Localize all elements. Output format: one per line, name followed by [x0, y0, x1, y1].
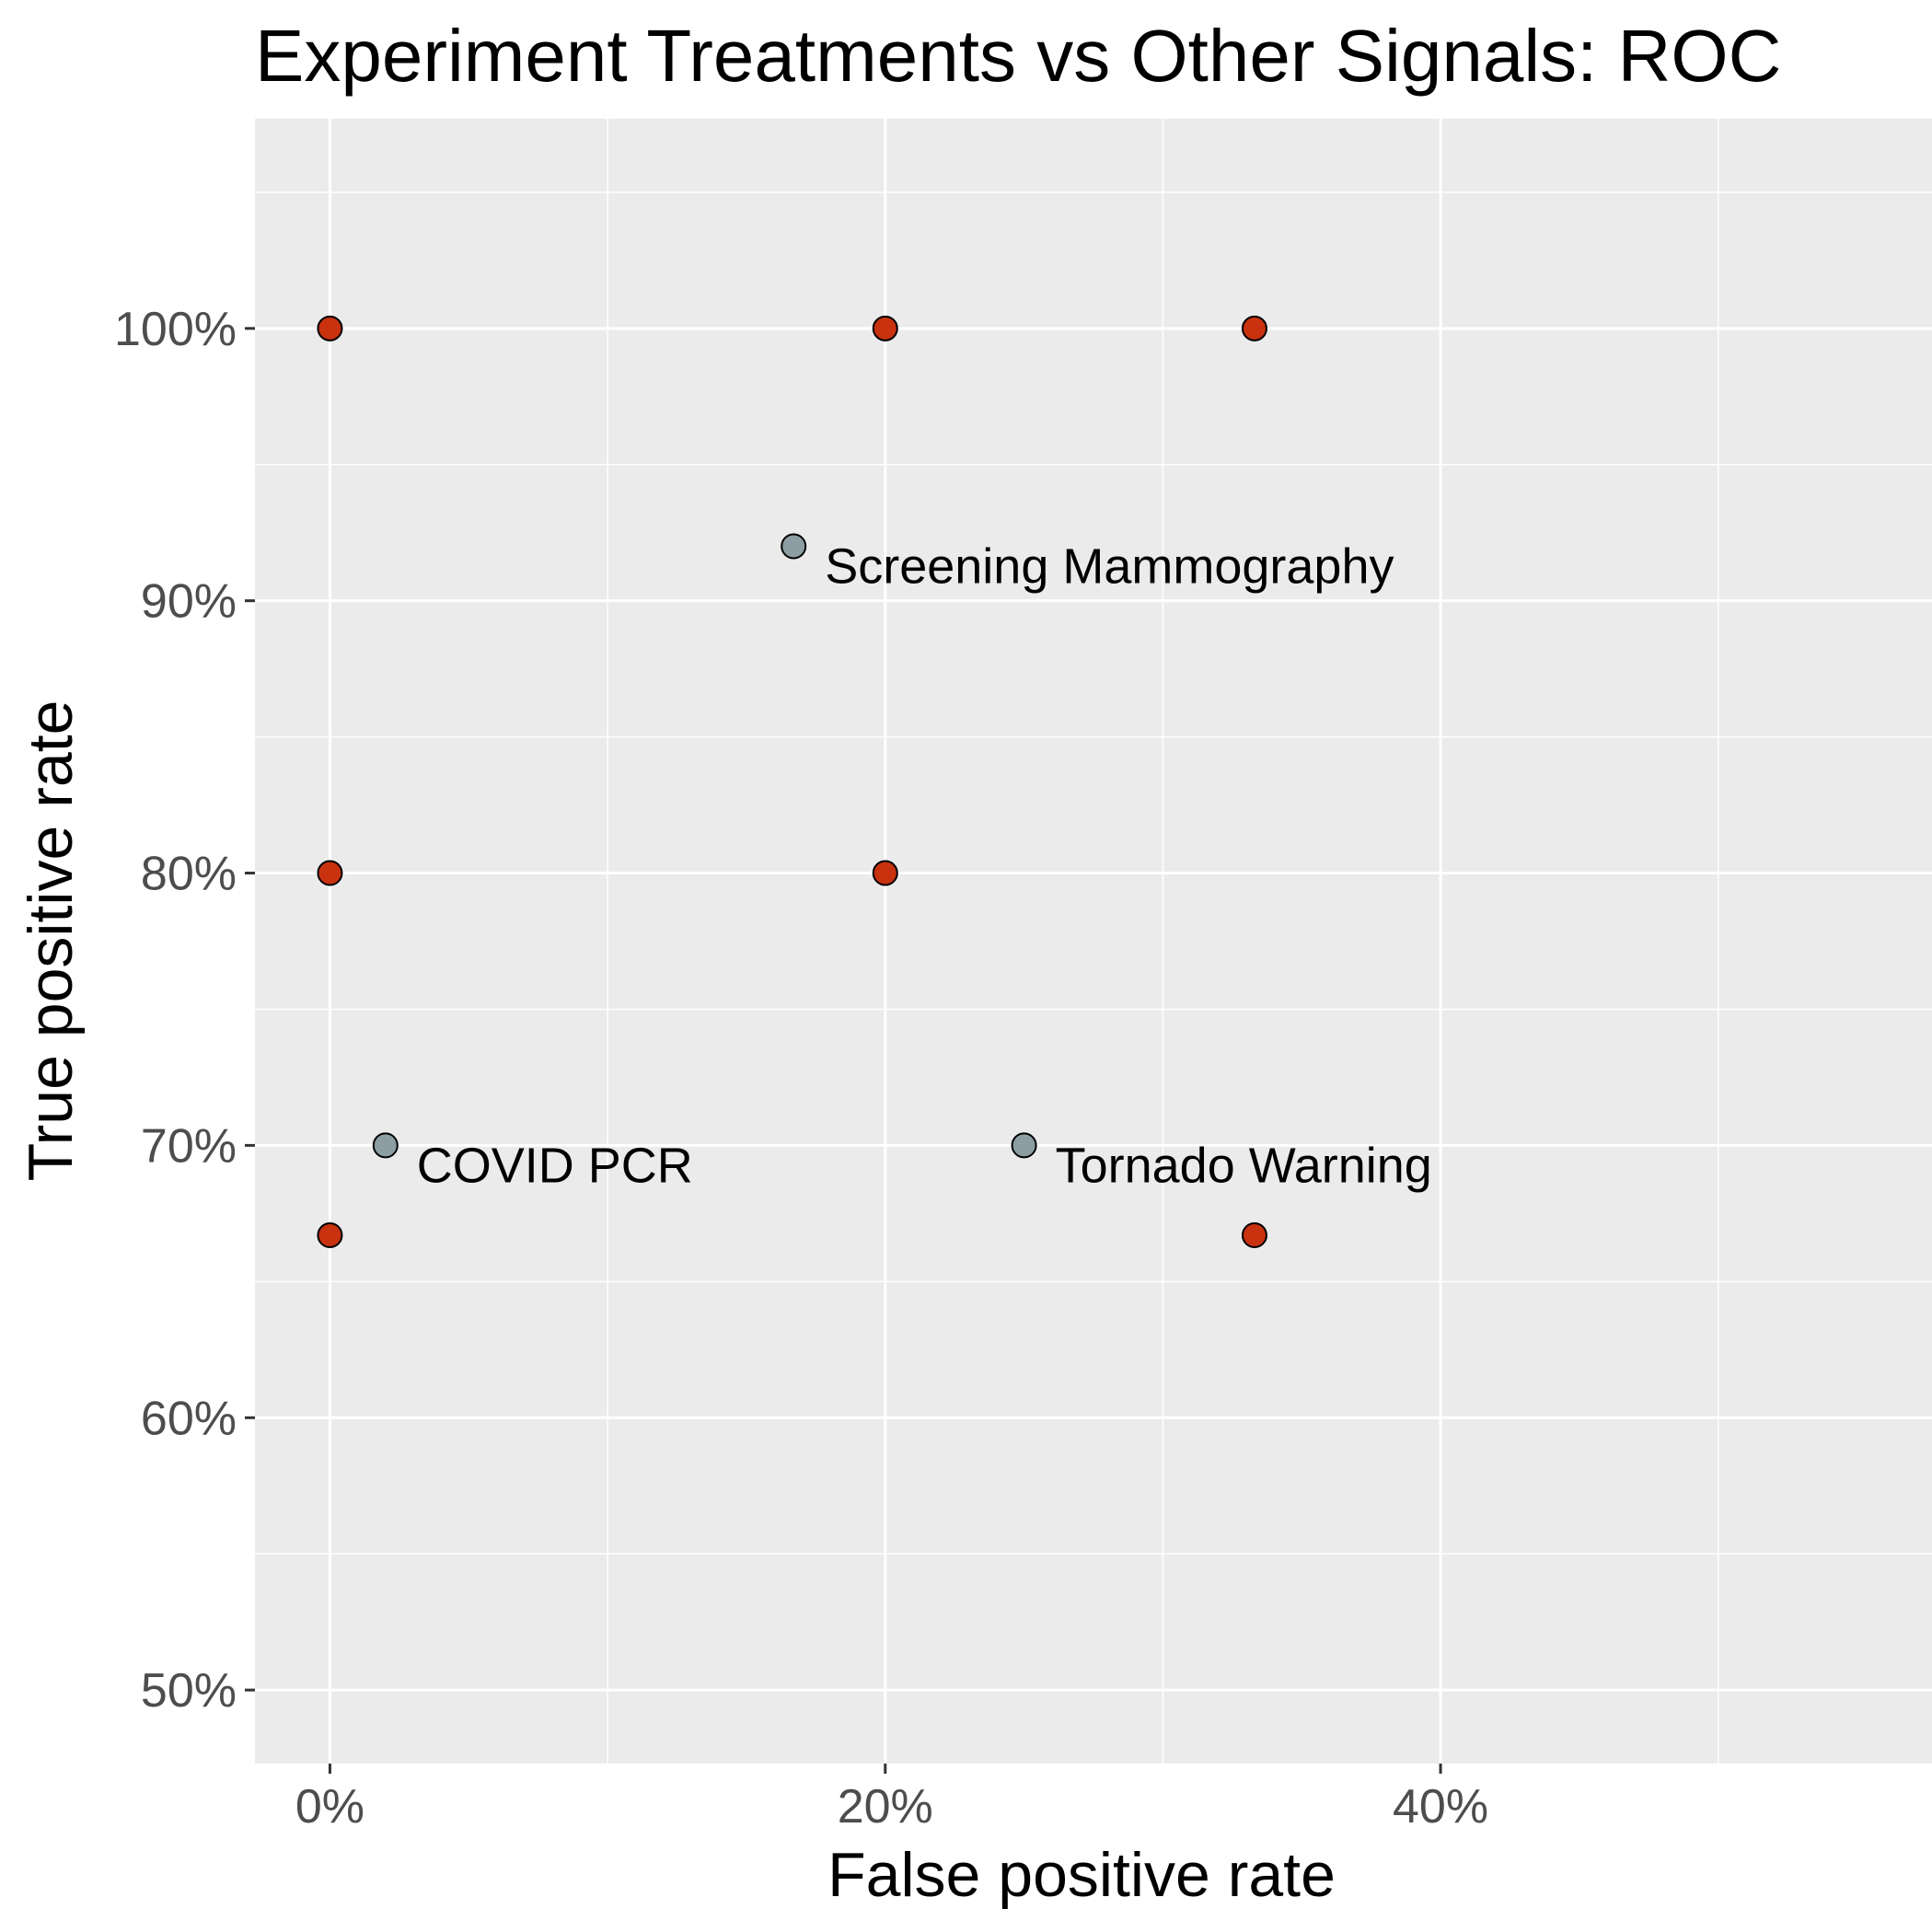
- y-axis-title: True positive rate: [16, 700, 86, 1182]
- y-tick-label: 50%: [141, 1664, 237, 1718]
- x-tick-label: 40%: [1393, 1780, 1488, 1834]
- point-labels: Screening Mammography COVID PCR Tornado Wa…: [417, 539, 1432, 1194]
- grid-lines: [255, 119, 1932, 1764]
- data-point: [317, 315, 343, 341]
- y-tick-label: 80%: [141, 848, 237, 901]
- point-label: COVID PCR: [417, 1138, 693, 1193]
- data-points: [317, 315, 1267, 1249]
- y-tick-label: 90%: [141, 575, 237, 629]
- axes: 0% 20% 40% 50% 60% 70% 80% 90% 100%: [114, 303, 1488, 1834]
- y-tick-label: 60%: [141, 1392, 237, 1445]
- data-point: [1011, 1132, 1037, 1159]
- plot-panel: [255, 119, 1932, 1764]
- data-point: [1241, 1222, 1267, 1249]
- y-tick-label: 100%: [114, 303, 237, 356]
- x-axis-title: False positive rate: [827, 1840, 1336, 1910]
- x-tick-label: 20%: [838, 1780, 933, 1834]
- data-point: [317, 860, 343, 886]
- y-tick-label: 70%: [141, 1119, 237, 1173]
- point-label: Tornado Warning: [1056, 1138, 1432, 1193]
- data-point: [317, 1222, 343, 1249]
- data-point: [872, 315, 898, 341]
- x-tick-label: 0%: [295, 1780, 364, 1834]
- data-point: [781, 533, 807, 560]
- data-point: [372, 1132, 399, 1159]
- data-point: [872, 860, 898, 886]
- data-point: [1241, 315, 1267, 341]
- chart-title: Experiment Treatments vs Other Signals: …: [255, 15, 1781, 97]
- point-label: Screening Mammography: [825, 539, 1394, 595]
